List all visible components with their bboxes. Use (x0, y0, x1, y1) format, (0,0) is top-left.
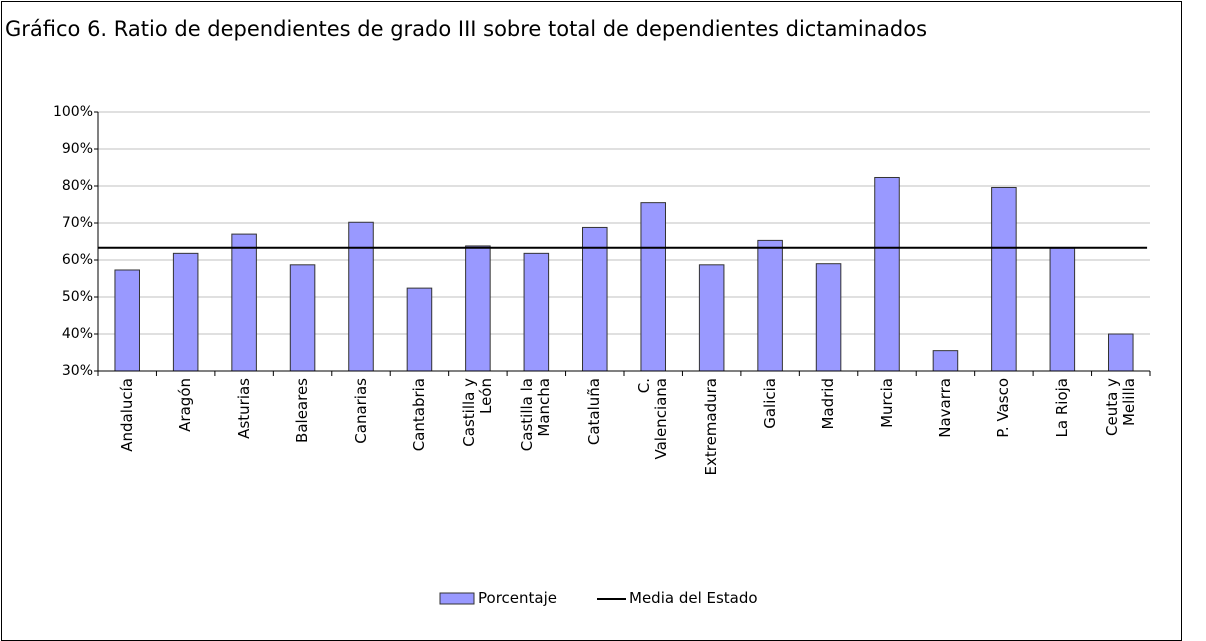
legend-label: Media del Estado (629, 589, 758, 607)
x-tick-label: Castilla la Mancha (518, 378, 554, 452)
bar (172, 252, 199, 372)
bar (289, 264, 316, 372)
y-tick-label: 100% (53, 104, 93, 120)
chart-title: Gráfico 6. Ratio de dependientes de grad… (5, 17, 928, 41)
y-tick-label: 60% (62, 252, 93, 268)
x-tick-label: C. Valenciana (635, 378, 671, 460)
x-tick-label: Baleares (293, 378, 312, 443)
bar (465, 245, 491, 372)
x-tick-label: Extremadura (702, 378, 721, 476)
x-tick-label: Asturias (234, 378, 253, 439)
y-tick-label: 30% (62, 363, 93, 379)
x-tick-label: Navarra (935, 378, 954, 438)
y-tick-label: 70% (62, 215, 93, 231)
y-tick-label: 80% (62, 178, 93, 194)
bar (815, 263, 842, 372)
chart: 30% 40% 50% 60% 70% 80% 90% 100% (53, 104, 1151, 605)
bar (114, 269, 140, 372)
y-tick-label: 40% (62, 326, 93, 342)
y-tick-label: 50% (62, 289, 93, 305)
bar (231, 233, 257, 372)
bar (348, 221, 374, 372)
bar (582, 226, 608, 372)
legend-label: Porcentaje (478, 589, 557, 607)
x-tick-label: Murcia (877, 378, 896, 428)
bar (523, 252, 550, 372)
bar (874, 176, 900, 372)
bar (1108, 333, 1134, 372)
bar (757, 239, 783, 372)
page: Gráfico 6. Ratio de dependientes de grad… (1, 1, 1182, 641)
y-tick-label: 90% (62, 141, 93, 157)
x-tick-label: Madrid (819, 378, 838, 430)
bar (406, 287, 433, 372)
x-tick-label: Canarias (351, 378, 370, 444)
x-tick-label: Cataluña (585, 378, 604, 446)
x-tick-label: P. Vasco (994, 378, 1013, 438)
x-tick-label: Aragón (176, 378, 195, 432)
x-tick-label: La Rioja (1052, 378, 1071, 438)
bar (932, 350, 959, 372)
bar (640, 202, 666, 372)
bar (991, 186, 1017, 372)
bar (1049, 247, 1076, 372)
x-tick-label: Andalucía (117, 378, 136, 452)
x-tick-label: Cantabria (409, 378, 428, 452)
x-tick-label: Castilla y León (459, 378, 495, 447)
x-tick-label: Ceuta y Melilla (1102, 378, 1138, 436)
bar (698, 264, 725, 372)
x-tick-label: Galicia (760, 378, 779, 429)
legend-swatch (439, 592, 475, 605)
